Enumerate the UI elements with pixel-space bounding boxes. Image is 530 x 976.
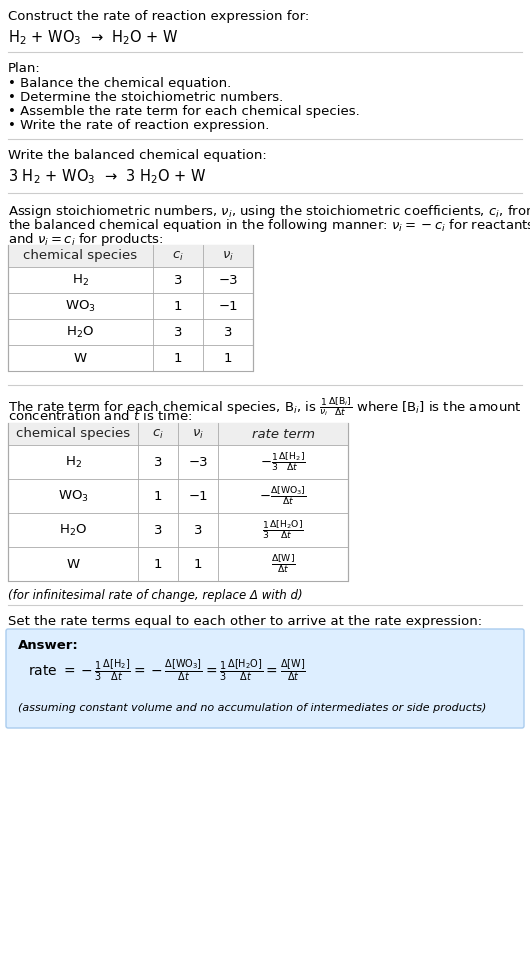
Text: WO$_3$: WO$_3$ (65, 299, 96, 313)
Text: 1: 1 (154, 490, 162, 503)
Text: H$_2$: H$_2$ (72, 272, 89, 288)
Bar (8, 423, 348, 445)
Text: W: W (74, 351, 87, 364)
Text: −3: −3 (188, 456, 208, 468)
Text: 3: 3 (154, 523, 162, 537)
Text: 3: 3 (154, 456, 162, 468)
Text: H$_2$O: H$_2$O (59, 522, 87, 538)
Text: $\nu_i$: $\nu_i$ (222, 250, 234, 263)
Text: 1: 1 (154, 557, 162, 571)
Text: and $\nu_i = c_i$ for products:: and $\nu_i = c_i$ for products: (8, 231, 164, 248)
Text: 3: 3 (174, 273, 182, 287)
Text: rate term: rate term (252, 427, 314, 440)
Text: 1: 1 (224, 351, 232, 364)
Bar (8, 245, 253, 371)
Text: 1: 1 (174, 300, 182, 312)
Text: 1: 1 (194, 557, 202, 571)
Text: $\frac{\Delta[\mathrm{W}]}{\Delta t}$: $\frac{\Delta[\mathrm{W}]}{\Delta t}$ (271, 553, 295, 575)
Text: • Write the rate of reaction expression.: • Write the rate of reaction expression. (8, 119, 269, 132)
Text: • Balance the chemical equation.: • Balance the chemical equation. (8, 77, 231, 90)
Text: $\nu_i$: $\nu_i$ (192, 427, 204, 440)
Text: The rate term for each chemical species, B$_i$, is $\frac{1}{\nu_i}\frac{\Delta[: The rate term for each chemical species,… (8, 395, 522, 418)
Text: −1: −1 (188, 490, 208, 503)
Text: $-\frac{\Delta[\mathrm{WO_3}]}{\Delta t}$: $-\frac{\Delta[\mathrm{WO_3}]}{\Delta t}… (259, 484, 307, 508)
Bar (8, 423, 348, 581)
Text: 3: 3 (224, 326, 232, 339)
Text: H$_2$O: H$_2$O (66, 324, 94, 340)
Text: (assuming constant volume and no accumulation of intermediates or side products): (assuming constant volume and no accumul… (18, 703, 487, 713)
Text: H$_2$ + WO$_3$  →  H$_2$O + W: H$_2$ + WO$_3$ → H$_2$O + W (8, 28, 179, 47)
Text: $\frac{1}{3}\frac{\Delta[\mathrm{H_2O}]}{\Delta t}$: $\frac{1}{3}\frac{\Delta[\mathrm{H_2O}]}… (262, 518, 304, 542)
Text: $c_i$: $c_i$ (152, 427, 164, 440)
Text: concentration and $t$ is time:: concentration and $t$ is time: (8, 409, 192, 423)
Text: Plan:: Plan: (8, 62, 41, 75)
Text: • Assemble the rate term for each chemical species.: • Assemble the rate term for each chemic… (8, 105, 360, 118)
Text: Set the rate terms equal to each other to arrive at the rate expression:: Set the rate terms equal to each other t… (8, 615, 482, 628)
Text: 3: 3 (194, 523, 202, 537)
Text: Answer:: Answer: (18, 639, 79, 652)
Text: • Determine the stoichiometric numbers.: • Determine the stoichiometric numbers. (8, 91, 283, 104)
Text: 3 H$_2$ + WO$_3$  →  3 H$_2$O + W: 3 H$_2$ + WO$_3$ → 3 H$_2$O + W (8, 167, 207, 185)
Text: −1: −1 (218, 300, 238, 312)
FancyBboxPatch shape (6, 629, 524, 728)
Text: the balanced chemical equation in the following manner: $\nu_i = -c_i$ for react: the balanced chemical equation in the fo… (8, 217, 530, 234)
Text: (for infinitesimal rate of change, replace Δ with d): (for infinitesimal rate of change, repla… (8, 589, 303, 602)
Text: chemical species: chemical species (23, 250, 138, 263)
Text: chemical species: chemical species (16, 427, 130, 440)
Text: Write the balanced chemical equation:: Write the balanced chemical equation: (8, 149, 267, 162)
Bar (8, 245, 253, 267)
Text: Assign stoichiometric numbers, $\nu_i$, using the stoichiometric coefficients, $: Assign stoichiometric numbers, $\nu_i$, … (8, 203, 530, 220)
Text: WO$_3$: WO$_3$ (58, 488, 89, 504)
Text: 3: 3 (174, 326, 182, 339)
Text: rate $= -\frac{1}{3}\frac{\Delta[\mathrm{H_2}]}{\Delta t} = -\frac{\Delta[\mathr: rate $= -\frac{1}{3}\frac{\Delta[\mathrm… (28, 657, 306, 683)
Text: W: W (66, 557, 80, 571)
Text: Construct the rate of reaction expression for:: Construct the rate of reaction expressio… (8, 10, 309, 23)
Text: −3: −3 (218, 273, 238, 287)
Text: H$_2$: H$_2$ (65, 455, 82, 469)
Text: 1: 1 (174, 351, 182, 364)
Text: $-\frac{1}{3}\frac{\Delta[\mathrm{H_2}]}{\Delta t}$: $-\frac{1}{3}\frac{\Delta[\mathrm{H_2}]}… (260, 451, 306, 473)
Text: $c_i$: $c_i$ (172, 250, 184, 263)
